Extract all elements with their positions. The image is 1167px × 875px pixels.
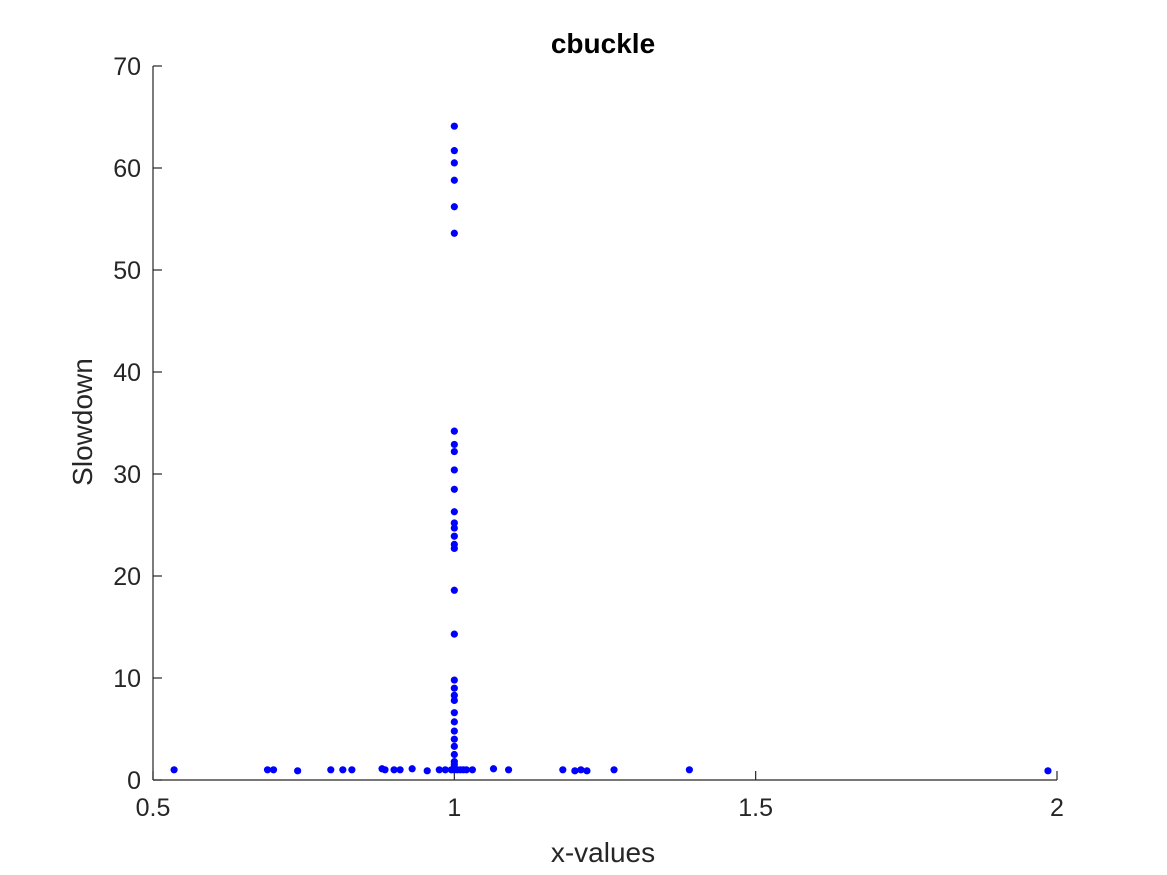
y-tick-label: 60 — [113, 155, 141, 183]
y-tick-label: 70 — [113, 53, 141, 81]
data-point — [504, 766, 513, 774]
data-point — [348, 766, 356, 774]
data-point — [294, 767, 302, 775]
data-point — [450, 485, 458, 493]
data-point — [450, 447, 458, 456]
data-point — [450, 735, 458, 743]
x-tick-label: 0.5 — [136, 794, 171, 822]
data-point — [489, 765, 498, 773]
data-point — [450, 427, 458, 435]
data-point — [450, 586, 458, 594]
data-point — [450, 176, 458, 184]
data-point — [450, 122, 458, 130]
data-point — [450, 524, 458, 532]
data-point — [390, 766, 398, 774]
data-point — [170, 766, 178, 774]
data-point — [1044, 767, 1052, 775]
data-point — [468, 766, 477, 774]
data-point — [450, 159, 458, 167]
data-point — [450, 676, 458, 684]
data-point — [381, 766, 389, 774]
data-point — [559, 766, 567, 774]
data-point — [685, 766, 693, 774]
data-point — [577, 766, 585, 774]
data-point — [423, 767, 431, 775]
data-point — [450, 540, 458, 548]
data-point — [450, 750, 458, 759]
data-point — [450, 742, 458, 750]
data-point — [450, 696, 458, 705]
data-point — [263, 766, 272, 774]
chart-title: cbuckle — [551, 28, 655, 59]
y-tick-label: 30 — [113, 461, 141, 489]
axes — [152, 66, 1057, 781]
y-axis-label: Slowdown — [67, 358, 98, 486]
data-point — [435, 766, 443, 774]
data-point — [450, 684, 458, 692]
data-point — [450, 466, 458, 474]
data-point — [396, 766, 404, 774]
data-point — [450, 532, 458, 540]
data-point — [450, 203, 458, 211]
data-point — [327, 766, 335, 774]
data-point — [269, 766, 278, 774]
data-point — [339, 766, 347, 774]
y-tick-label: 50 — [113, 257, 141, 285]
data-point — [450, 630, 458, 638]
data-point — [450, 718, 458, 726]
data-point — [408, 765, 416, 773]
data-point — [450, 758, 458, 766]
y-tick-label: 40 — [113, 359, 141, 387]
x-tick-label: 1.5 — [738, 794, 773, 822]
data-point — [571, 767, 579, 775]
data-point — [610, 766, 618, 774]
data-point — [450, 508, 458, 516]
data-point — [450, 440, 458, 449]
y-tick-label: 0 — [127, 767, 141, 795]
data-points — [170, 122, 1052, 775]
y-tick-label: 20 — [113, 563, 141, 591]
y-tick-label: 10 — [113, 665, 141, 693]
x-tick-label: 2 — [1050, 794, 1064, 822]
data-point — [450, 709, 458, 717]
data-point — [450, 229, 458, 237]
data-point — [441, 766, 449, 774]
x-tick-label: 1 — [447, 794, 461, 822]
data-point — [450, 147, 458, 155]
data-point — [450, 519, 458, 527]
data-point — [583, 767, 591, 775]
data-point — [450, 727, 458, 735]
data-point — [462, 766, 470, 774]
data-point — [450, 691, 458, 699]
x-axis-label: x-values — [551, 837, 655, 868]
